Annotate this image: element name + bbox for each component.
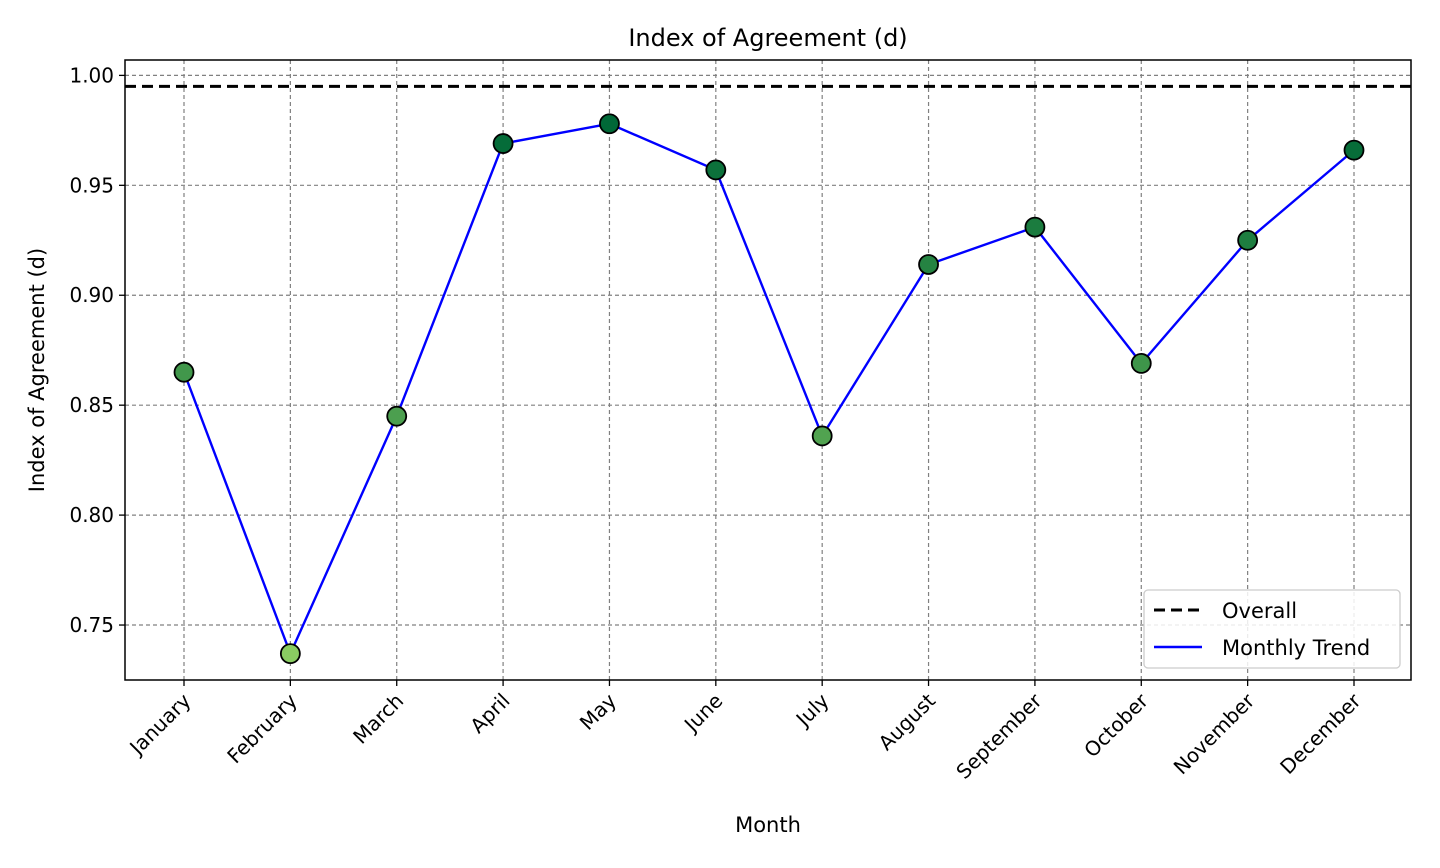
- x-axis-label: Month: [735, 813, 801, 837]
- legend-overall-label: Overall: [1222, 599, 1297, 623]
- data-point-marker: [1237, 229, 1259, 251]
- data-point-marker: [811, 425, 833, 447]
- y-tick-label: 1.00: [69, 63, 114, 87]
- y-tick-label: 0.85: [69, 393, 114, 417]
- data-point-marker: [705, 159, 727, 181]
- series: [173, 113, 1365, 665]
- y-tick-label: 0.90: [69, 283, 114, 307]
- data-point-marker: [279, 643, 301, 665]
- legend: Overall Monthly Trend: [1143, 589, 1401, 669]
- plot-frame: [124, 59, 1412, 681]
- data-point-marker: [599, 113, 620, 135]
- data-point-marker: [386, 405, 408, 427]
- y-tick-label: 0.80: [69, 503, 114, 527]
- data-point-marker: [1343, 139, 1365, 161]
- legend-monthly-trend-label: Monthly Trend: [1222, 636, 1370, 660]
- monthly-trend-line: [182, 122, 1355, 657]
- y-tick-label: 0.75: [69, 613, 114, 637]
- data-point-marker: [918, 254, 939, 275]
- data-point-marker: [1024, 216, 1046, 238]
- data-point-marker: [492, 133, 514, 154]
- data-point-marker: [1130, 353, 1152, 374]
- legend-box: [1143, 589, 1401, 669]
- y-tick-label: 0.95: [69, 173, 114, 197]
- data-point-marker: [173, 361, 195, 383]
- y-axis-label: Index of Agreement (d): [25, 248, 49, 492]
- chart-title: Index of Agreement (d): [628, 24, 907, 52]
